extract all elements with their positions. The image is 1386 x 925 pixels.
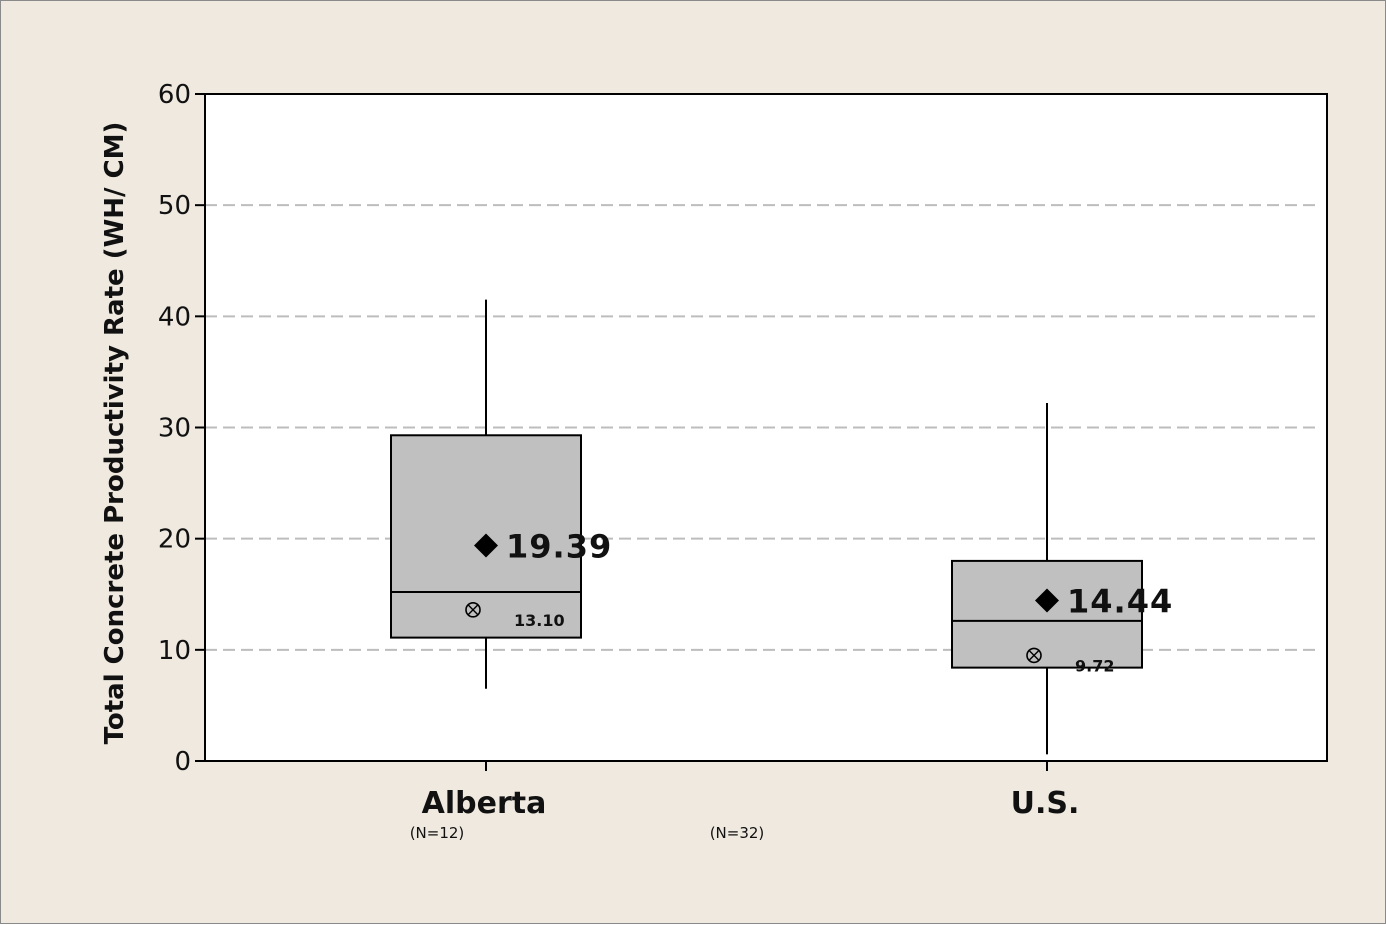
- x-category-label: U.S.: [1011, 786, 1080, 821]
- mean-value-label: 19.39: [506, 527, 612, 565]
- boxes: 19.39 13.10 14.44 9.72: [390, 299, 1173, 755]
- geo-mean-marker-cross: [1028, 650, 1040, 661]
- y-tick-label: 40: [158, 302, 191, 332]
- mean-marker: [1035, 588, 1059, 613]
- geo-mean-value-label: 13.10: [514, 611, 565, 630]
- geo-mean-marker-cross: [467, 604, 479, 616]
- y-tick-label: 0: [174, 747, 191, 777]
- y-tick-label: 30: [158, 414, 191, 444]
- geo-mean-marker: [465, 602, 481, 618]
- y-tick-label: 60: [158, 80, 191, 110]
- y-tick-label: 50: [158, 191, 191, 221]
- sample-size-label: (N=32): [710, 824, 765, 842]
- geo-mean-marker: [1026, 647, 1042, 664]
- mean-value-label: 14.44: [1067, 582, 1173, 620]
- axes: 0 10 20 30 40 50 60 Alberta U.S. (N=12) (N=32): [158, 80, 1328, 842]
- x-category-label: Alberta: [422, 786, 547, 821]
- sample-size-label: (N=12): [410, 824, 465, 842]
- mean-marker: [474, 533, 498, 558]
- y-tick-label: 20: [158, 525, 191, 555]
- y-tick-label: 10: [158, 636, 191, 666]
- geo-mean-value-label: 9.72: [1075, 656, 1114, 675]
- y-axis-title: Total Concrete Productivity Rate (WH/ CM…: [100, 122, 130, 745]
- grid-lines: [205, 94, 1327, 761]
- iqr-box: [951, 559, 1143, 669]
